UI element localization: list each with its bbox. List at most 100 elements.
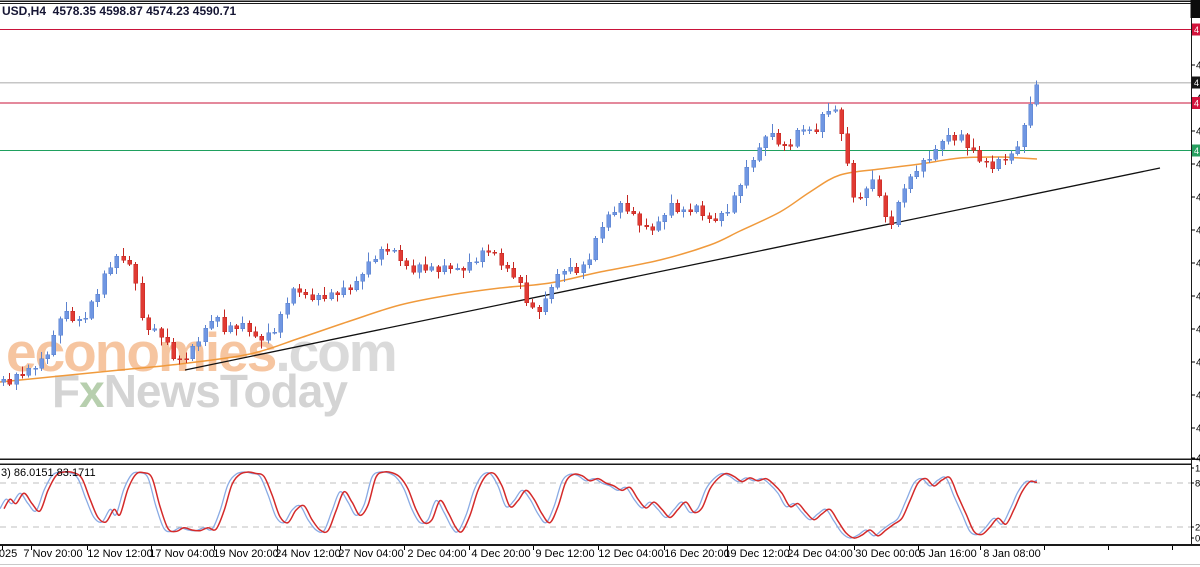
time-axis-label: 8 Jan 08:00 (983, 548, 1041, 560)
stochastic-panel[interactable] (0, 470, 1191, 539)
candle-bullish (921, 159, 926, 172)
candle-bullish (1034, 84, 1039, 105)
candle-bearish (310, 294, 315, 300)
ascending-trendline[interactable] (184, 167, 1161, 371)
candle-bullish (341, 287, 346, 295)
candle-bullish (770, 132, 775, 138)
price-tick-label: 4 (1196, 454, 1200, 465)
candle-bearish (889, 216, 894, 226)
candle-bullish (555, 273, 560, 288)
price-tick-label: 4 (1196, 391, 1200, 402)
instrument-readout: USD,H4 4578.35 4598.87 4574.23 4590.71 (2, 4, 237, 18)
candle-bearish (505, 264, 510, 269)
price-badge-support-price (1192, 144, 1200, 157)
price-badge-text: 4 (1194, 25, 1199, 35)
candlesticks (1, 80, 1039, 391)
candle-bearish (782, 144, 787, 146)
candle-bearish (297, 288, 302, 293)
candle-bearish (990, 161, 995, 170)
stochastic-signal-line (3, 470, 1037, 539)
candle-bearish (851, 162, 856, 198)
candle-bearish (423, 264, 428, 271)
candle-bullish (996, 158, 1001, 170)
candle-bearish (707, 215, 712, 220)
candle-bearish (322, 294, 327, 299)
candle-bullish (757, 147, 762, 161)
candle-bullish (329, 292, 334, 299)
candle-bearish (524, 282, 529, 304)
price-tick-label: 4 (1196, 193, 1200, 204)
candle-bearish (877, 179, 882, 196)
candle-bullish (203, 327, 208, 343)
candle-bullish (33, 367, 38, 370)
price-badge-text: 4 (1194, 78, 1199, 88)
candle-bearish (537, 306, 542, 313)
stoch-axis-label: 80 (1195, 479, 1200, 490)
price-badge-text: 4 (1194, 146, 1199, 156)
candle-bearish (165, 337, 170, 343)
candle-bearish (140, 283, 145, 318)
candle-bearish (20, 374, 25, 376)
candle-bearish (518, 276, 523, 284)
candle-bullish (1028, 104, 1033, 126)
watermark-brand-suffix: .com (275, 321, 397, 383)
candle-bullish (662, 214, 667, 222)
candle-bullish (744, 166, 749, 186)
price-tick-label: 4 (1196, 127, 1200, 138)
candle-bullish (549, 287, 554, 299)
candle-bearish (335, 292, 340, 295)
candle-bullish (83, 317, 88, 320)
candle-bullish (694, 205, 699, 212)
price-scale[interactable]: 44444444444444444410080200 (1190, 0, 1200, 545)
price-badge-resistance-price (1192, 97, 1200, 109)
stochastic-readout: 3) 86.0151 83.1711 (1, 467, 96, 479)
candle-bullish (455, 268, 460, 270)
candle-bullish (64, 310, 69, 319)
candle-bearish (637, 213, 642, 226)
price-tick-label: 4 (1196, 424, 1200, 435)
candle-bearish (631, 210, 636, 214)
candle-bearish (625, 202, 630, 212)
candle-bullish (719, 212, 724, 221)
watermark-tagline: FxNewsToday (52, 364, 348, 418)
candle-bullish (1009, 153, 1014, 161)
candle-bullish (940, 141, 945, 150)
candle-bearish (858, 197, 863, 199)
candle-bullish (442, 265, 447, 272)
candle-bullish (285, 303, 290, 315)
candle-bullish (39, 358, 44, 369)
time-axis-label: 025 (0, 548, 17, 560)
candle-bearish (644, 225, 649, 227)
candle-bullish (927, 158, 932, 161)
horizontal-level-lines[interactable] (0, 28, 1191, 152)
candle-bearish (70, 310, 75, 321)
candle-bullish (896, 202, 901, 226)
time-axis-label: 12 Dec 04:00 (598, 548, 663, 560)
price-tick-label: 4 (1196, 292, 1200, 303)
candle-bullish (1015, 146, 1020, 154)
candle-bullish (593, 237, 598, 260)
candle-bullish (417, 264, 422, 273)
candle-bearish (883, 195, 888, 217)
candle-bearish (7, 378, 12, 385)
candle-bullish (102, 273, 107, 295)
candle-bearish (247, 323, 252, 332)
time-axis-label: 19 Nov 20:00 (213, 548, 278, 560)
candle-bearish (184, 358, 189, 361)
price-badge-current-price (1192, 76, 1200, 89)
candle-bearish (977, 149, 982, 162)
candle-bullish (316, 294, 321, 300)
price-tick-label: 4 (1196, 61, 1200, 72)
candle-bullish (1022, 124, 1027, 148)
time-axis-label: 27 Nov 04:00 (338, 548, 403, 560)
stoch-axis-label: 20 (1195, 523, 1200, 534)
candle-bearish (511, 267, 516, 278)
price-tick-label: 4 (1196, 226, 1200, 237)
candle-bullish (725, 211, 730, 214)
candle-bullish (864, 188, 869, 199)
candle-bullish (215, 317, 220, 322)
candle-bearish (700, 205, 705, 216)
